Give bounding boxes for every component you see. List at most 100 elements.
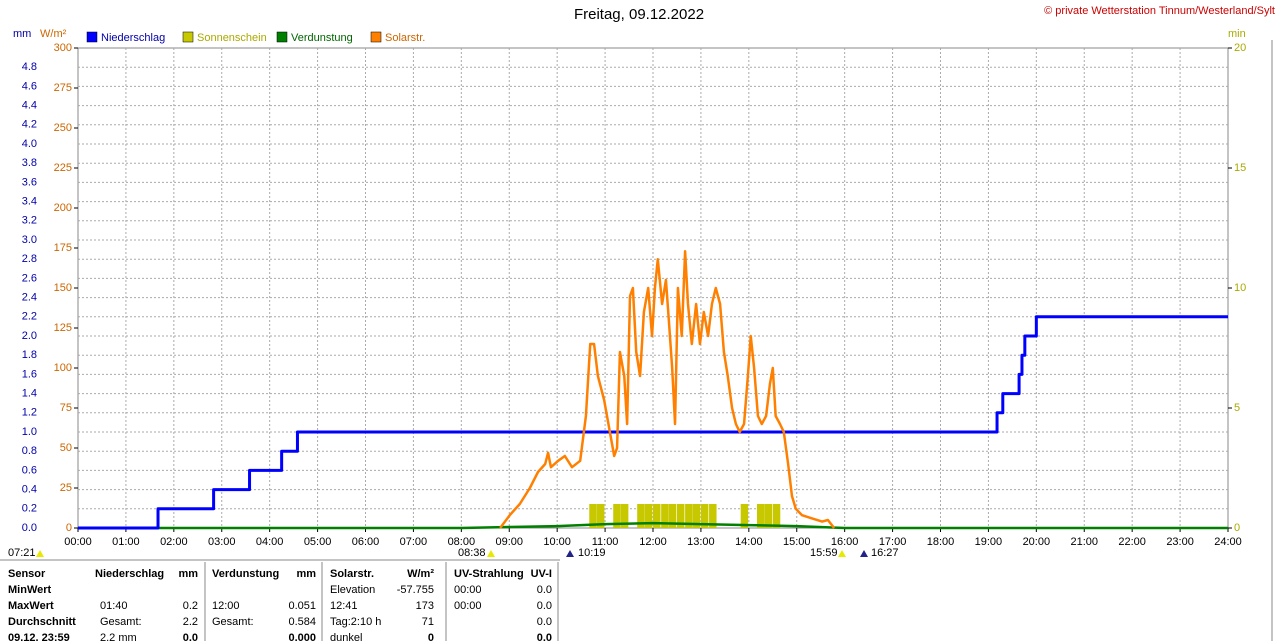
x-tick-label: 23:00 — [1166, 536, 1194, 548]
y3-tick-label: 4.2 — [22, 119, 37, 131]
y3-tick-label: 2.4 — [22, 292, 37, 304]
table-cell: dunkel — [330, 632, 362, 641]
y-tick-label: 225 — [54, 162, 72, 174]
y3-tick-label: 4.0 — [22, 138, 37, 150]
table-cell: MaxWert — [8, 600, 54, 612]
legend-swatch — [86, 31, 98, 43]
y3-tick-label: 3.0 — [22, 234, 37, 246]
y3-tick-label: 1.2 — [22, 407, 37, 419]
sunshine-bar — [637, 504, 645, 528]
y3-tick-label: 4.8 — [22, 61, 37, 73]
table-header: Verdunstung — [212, 568, 279, 580]
y3-tick-label: 1.4 — [22, 388, 37, 400]
y-tick-label: 200 — [54, 202, 72, 214]
table-cell: MinWert — [8, 584, 52, 596]
table-header: Niederschlag — [95, 568, 164, 580]
y3-tick-label: 0.0 — [22, 522, 37, 534]
series-line — [499, 249, 836, 529]
table-cell: 01:40 — [100, 600, 128, 612]
sunshine-bar — [644, 504, 653, 528]
y-tick-label: 100 — [54, 362, 72, 374]
table-cell: 12:41 — [330, 600, 358, 612]
series-line — [78, 315, 1228, 530]
table-cell: Gesamt: — [212, 616, 254, 628]
y3-tick-label: 4.4 — [22, 100, 37, 112]
x-tick-label: 21:00 — [1070, 536, 1098, 548]
sun-time: 10:19 — [578, 547, 606, 559]
series-line — [78, 521, 1228, 530]
sunshine-bar — [685, 504, 693, 528]
sun-marker — [36, 550, 44, 557]
table-cell: 12:00 — [212, 600, 240, 612]
x-tick-label: 17:00 — [879, 536, 907, 548]
sunshine-bar — [764, 504, 773, 528]
y2-tick-label: 20 — [1234, 42, 1246, 54]
y2-tick-label: 10 — [1234, 282, 1246, 294]
table-cell: 0.0 — [537, 616, 552, 628]
table-header: mm — [296, 568, 316, 580]
sun-marker — [860, 550, 868, 557]
x-tick-label: 22:00 — [1118, 536, 1146, 548]
sunshine-bar — [589, 504, 597, 528]
sun-time: 16:27 — [871, 547, 899, 559]
y2-unit: min — [1228, 28, 1246, 40]
y3-tick-label: 0.6 — [22, 464, 37, 476]
y3-tick-label: 4.6 — [22, 80, 37, 92]
y3-tick-label: 2.6 — [22, 272, 37, 284]
table-header: UV-Strahlung — [454, 568, 524, 580]
x-tick-label: 00:00 — [64, 536, 92, 548]
x-tick-label: 10:00 — [543, 536, 571, 548]
y3-tick-label: 3.6 — [22, 176, 37, 188]
y3-tick-label: 2.2 — [22, 311, 37, 323]
chart-title: Freitag, 09.12.2022 — [574, 6, 704, 23]
y2-tick-label: 0 — [1234, 522, 1240, 534]
y3-tick-label: 0.2 — [22, 503, 37, 515]
sun-marker — [487, 550, 495, 557]
table-cell: 00:00 — [454, 584, 482, 596]
table-header: Solarstr. — [330, 568, 374, 580]
x-tick-label: 03:00 — [208, 536, 236, 548]
sunshine-bar — [620, 504, 629, 528]
legend-label: Sonnenschein — [197, 32, 267, 44]
table-cell: 0.0 — [537, 584, 552, 596]
sunshine-bar — [661, 504, 669, 528]
x-tick-label: 05:00 — [304, 536, 332, 548]
sunshine-bar — [668, 504, 677, 528]
x-tick-label: 11:00 — [592, 536, 619, 548]
table-header: UV-I — [531, 568, 552, 580]
y3-tick-label: 0.4 — [22, 484, 37, 496]
sunshine-bar — [740, 504, 749, 528]
x-tick-label: 01:00 — [112, 536, 140, 548]
y3-tick-label: 2.0 — [22, 330, 37, 342]
sunshine-bar — [772, 504, 781, 528]
y-tick-label: 0 — [66, 522, 72, 534]
x-tick-label: 24:00 — [1214, 536, 1242, 548]
y3-tick-label: 3.8 — [22, 157, 37, 169]
table-cell: 0.0 — [537, 632, 552, 641]
y-tick-label: 175 — [54, 242, 72, 254]
x-tick-label: 12:00 — [639, 536, 667, 548]
y-tick-label: 50 — [60, 442, 72, 454]
y2-tick-label: 15 — [1234, 162, 1246, 174]
sun-marker — [566, 550, 574, 557]
table-cell: 00:00 — [454, 600, 482, 612]
sunshine-bar — [709, 504, 717, 528]
sunshine-bar — [700, 504, 709, 528]
x-tick-label: 09:00 — [495, 536, 523, 548]
x-tick-label: 19:00 — [975, 536, 1003, 548]
table-cell: Durchschnitt — [8, 616, 76, 628]
x-tick-label: 07:00 — [400, 536, 428, 548]
sunshine-bar — [653, 504, 661, 528]
y3-unit: mm — [13, 28, 31, 40]
y3-tick-label: 1.0 — [22, 426, 37, 438]
sun-time: 07:21 — [8, 547, 36, 559]
y2-tick-label: 5 — [1234, 402, 1240, 414]
table-cell: Tag:2:10 h — [330, 616, 381, 628]
table-cell: 09.12. 23:59 — [8, 632, 70, 641]
table-cell: 0.000 — [288, 632, 316, 641]
sunshine-bar — [756, 504, 765, 528]
table-cell: -57.755 — [397, 584, 434, 596]
y-tick-label: 275 — [54, 82, 72, 94]
y3-tick-label: 1.8 — [22, 349, 37, 361]
